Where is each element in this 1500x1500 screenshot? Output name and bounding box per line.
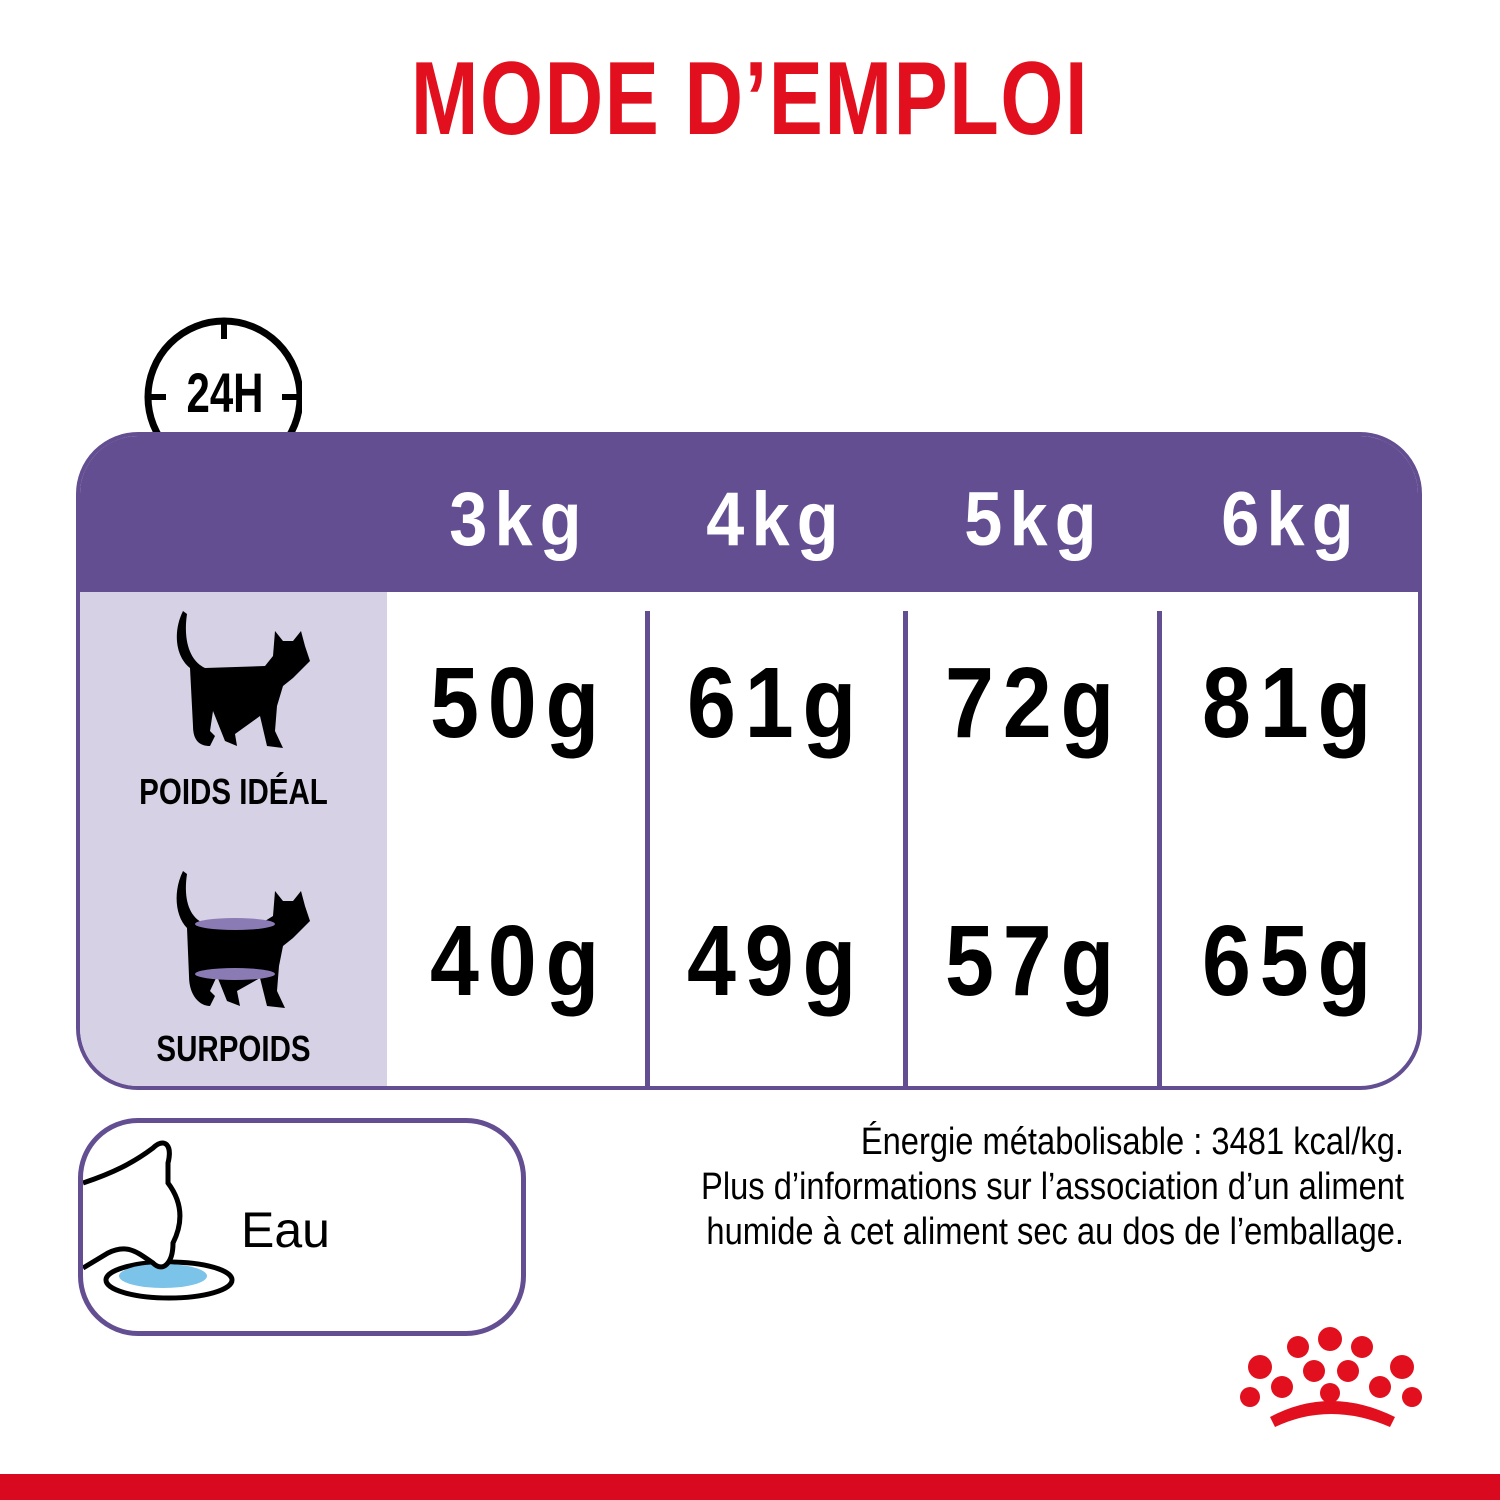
column-header: 3kg bbox=[449, 477, 589, 562]
column-header: 5kg bbox=[964, 477, 1104, 562]
cat-overweight-icon bbox=[176, 871, 310, 1008]
water-label: Eau bbox=[241, 1202, 330, 1258]
info-line: humide à cet aliment sec au dos de l’emb… bbox=[706, 1211, 1404, 1253]
royal-canin-crown-logo bbox=[1240, 1327, 1422, 1427]
info-line: Plus d’informations sur l’association d’… bbox=[701, 1166, 1404, 1208]
feeding-table: 3kg 4kg 5kg 6kg POIDS IDÉAL SURPOIDS 50g… bbox=[76, 432, 1422, 1090]
value-cell: 57g bbox=[944, 905, 1124, 1017]
column-header: 4kg bbox=[706, 477, 846, 562]
value-cell: 72g bbox=[944, 647, 1124, 759]
column-divider bbox=[645, 611, 650, 1086]
row-label-overweight: SURPOIDS bbox=[156, 1028, 311, 1069]
column-divider bbox=[903, 611, 908, 1086]
value-cell: 40g bbox=[429, 905, 609, 1017]
column-header: 6kg bbox=[1221, 477, 1361, 562]
table-header: 3kg 4kg 5kg 6kg bbox=[80, 436, 1418, 592]
cat-ideal-weight-icon bbox=[176, 611, 310, 748]
value-cell: 65g bbox=[1201, 905, 1381, 1017]
clock-label: 24H bbox=[186, 361, 264, 424]
energy-line: Énergie métabolisable : 3481 kcal/kg. bbox=[860, 1121, 1404, 1163]
value-cell: 50g bbox=[429, 647, 609, 759]
row-label-ideal: POIDS IDÉAL bbox=[139, 771, 328, 812]
info-text: Énergie métabolisable : 3481 kcal/kg. Pl… bbox=[544, 1120, 1404, 1255]
value-cell: 81g bbox=[1201, 647, 1381, 759]
water-box: Eau bbox=[78, 1118, 526, 1336]
cat-drinking-icon bbox=[83, 1140, 235, 1301]
brand-bar bbox=[0, 1474, 1500, 1500]
value-cell: 61g bbox=[686, 647, 866, 759]
page-title: MODE D’EMPLOI bbox=[410, 41, 1090, 157]
column-divider bbox=[1157, 611, 1162, 1086]
value-cell: 49g bbox=[686, 905, 866, 1017]
